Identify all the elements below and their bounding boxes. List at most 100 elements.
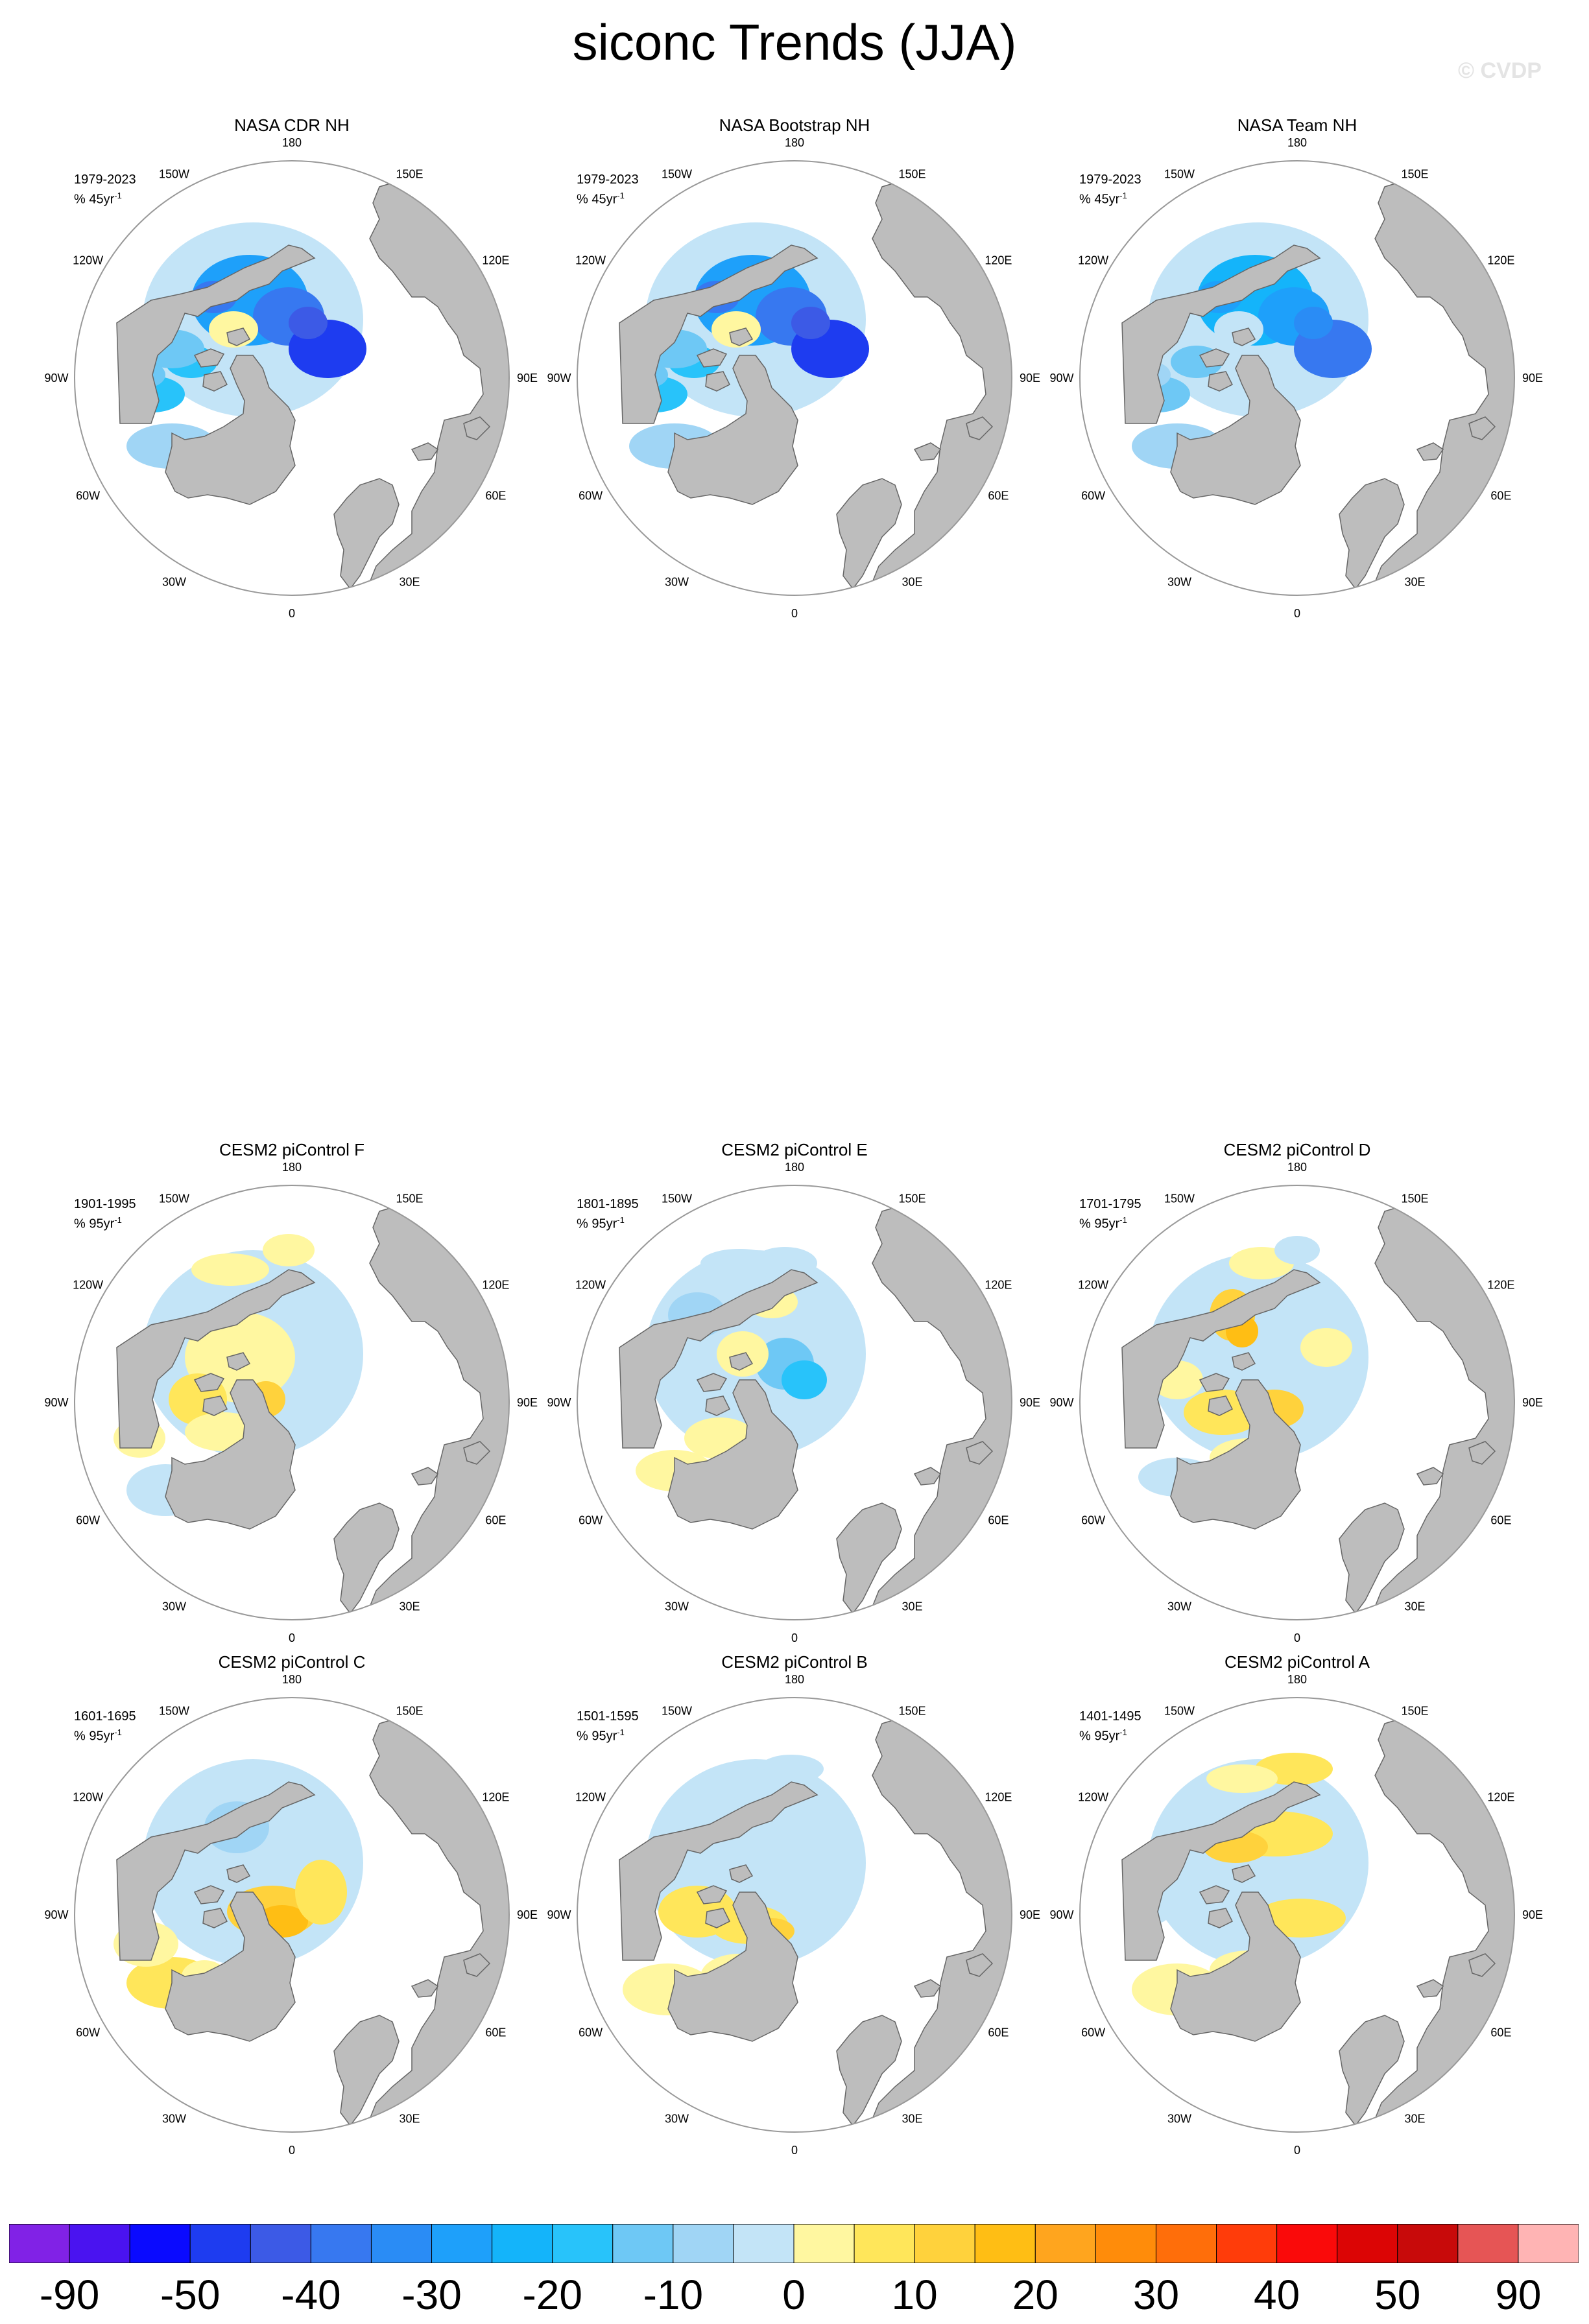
longitude-label: 90W <box>44 1908 68 1921</box>
longitude-label: 180 <box>785 1673 804 1686</box>
land-mass <box>463 1441 491 1465</box>
polar-map: 180 150E 120E 90E 60E 30E 0 30W 60W 90W 120W 150W <box>547 136 1040 620</box>
land-mass <box>1199 1373 1230 1392</box>
longitude-label: 30E <box>399 575 420 588</box>
land-mass <box>333 478 400 590</box>
longitude-label: 60W <box>579 490 603 503</box>
land-mass <box>226 1864 251 1883</box>
longitude-label: 180 <box>282 1161 302 1174</box>
land-mass <box>1208 371 1234 392</box>
longitude-label: 0 <box>1294 1631 1300 1644</box>
panel-period: 1701-1795 <box>1079 1197 1141 1211</box>
polar-map: 180 150E 120E 90E 60E 30E 0 30W 60W 90W 120W 150W <box>44 1673 538 2157</box>
land-mass <box>1416 1979 1444 1998</box>
land-mass <box>696 348 728 368</box>
longitude-label: 60W <box>579 2026 603 2039</box>
land-mass <box>463 1953 491 1977</box>
polar-map: 180 150E 120E 90E 60E 30E 0 30W 60W 90W 120W 150W <box>547 1673 1040 2157</box>
panel-unit: % 95yr-1 <box>74 1215 122 1231</box>
longitude-label: 60W <box>1081 1514 1105 1527</box>
longitude-label: 30W <box>665 575 689 588</box>
panel-title: CESM2 piControl D <box>1223 1140 1371 1159</box>
longitude-label: 180 <box>282 1673 302 1686</box>
longitude-label: 90E <box>1522 1908 1543 1921</box>
land-mass <box>1232 327 1256 346</box>
land-mass <box>729 1864 754 1883</box>
panel-unit: % 45yr-1 <box>1079 191 1127 207</box>
map-border <box>1079 1185 1515 1620</box>
land-mass <box>226 327 251 346</box>
panel-period: 1401-1495 <box>1079 1709 1141 1724</box>
longitude-label: 60W <box>1081 490 1105 503</box>
map-panel: CESM2 piControl A 180 150E 120E 90E 60E 30E 0 30… <box>1038 1652 1557 2158</box>
panel-unit: % 95yr-1 <box>74 1727 122 1744</box>
land-mass <box>333 2015 400 2127</box>
polar-map: 180 150E 120E 90E 60E 30E 0 30W 60W 90W 120W 150W <box>44 136 538 620</box>
longitude-label: 90E <box>1522 1396 1543 1409</box>
map-border <box>74 1697 510 2133</box>
map-panel: CESM2 piControl E 180 150E 120E 90E 60E 30E 0 30… <box>535 1140 1054 1646</box>
land-mass <box>966 1953 994 1977</box>
longitude-label: 120E <box>985 254 1012 267</box>
colorbar-swatch <box>310 2224 372 2263</box>
longitude-label: 0 <box>791 2144 798 2157</box>
land-mass <box>165 1891 296 2042</box>
longitude-label: 60W <box>1081 2026 1105 2039</box>
panel-title: NASA Bootstrap NH <box>719 115 870 135</box>
panel-unit: % 95yr-1 <box>1079 1727 1127 1744</box>
map-panel: CESM2 piControl C 180 150E 120E 90E 60E 30E 0 30… <box>32 1652 551 2158</box>
land-mass <box>116 1781 316 1961</box>
longitude-label: 60W <box>76 1514 100 1527</box>
polar-map: 180 150E 120E 90E 60E 30E 0 30W 60W 90W 120W 150W <box>1049 136 1543 620</box>
longitude-label: 90E <box>1522 372 1543 385</box>
colorbar-swatch <box>673 2224 734 2263</box>
longitude-label: 120W <box>575 1791 606 1804</box>
colorbar-swatch <box>793 2224 855 2263</box>
land-mass <box>913 1467 942 1486</box>
longitude-label: 150E <box>898 1192 926 1205</box>
land-mass <box>202 1908 228 1928</box>
longitude-label: 0 <box>289 2144 295 2157</box>
colorbar-label: -10 <box>643 2271 704 2318</box>
longitude-label: 120W <box>1078 1279 1108 1292</box>
ice-trend-patch <box>782 1360 827 1399</box>
land-mass <box>1121 1269 1321 1449</box>
land-mass <box>619 244 818 424</box>
longitude-label: 120E <box>1487 1279 1514 1292</box>
land-mass <box>705 1395 731 1416</box>
land-mass <box>1339 2015 1405 2127</box>
land-mass <box>116 1269 316 1449</box>
longitude-label: 150E <box>898 168 926 181</box>
longitude-label: 120E <box>1487 1791 1514 1804</box>
colorbar-swatch <box>914 2224 975 2263</box>
longitude-label: 120E <box>482 1791 509 1804</box>
longitude-label: 30E <box>902 1600 922 1613</box>
longitude-label: 60E <box>485 490 506 503</box>
longitude-label: 120E <box>985 1279 1012 1292</box>
land-mass <box>836 478 902 590</box>
colorbar-label: -40 <box>281 2271 341 2318</box>
land-mass <box>729 327 754 346</box>
land-mass <box>966 416 994 440</box>
colorbar-label: 10 <box>891 2271 938 2318</box>
longitude-label: 150E <box>1401 1705 1428 1718</box>
panel-period: 1801-1895 <box>577 1197 639 1211</box>
panel-period: 1501-1595 <box>577 1709 639 1724</box>
panel-title: CESM2 piControl C <box>218 1652 366 1672</box>
longitude-label: 120W <box>1078 254 1108 267</box>
land-mass <box>1208 1908 1234 1928</box>
land-mass <box>836 2015 902 2127</box>
colorbar-swatch <box>189 2224 251 2263</box>
longitude-label: 0 <box>791 607 798 620</box>
land-mass <box>966 1441 994 1465</box>
panel-unit: % 95yr-1 <box>577 1727 625 1744</box>
longitude-label: 90W <box>1049 372 1073 385</box>
longitude-label: 90W <box>547 372 571 385</box>
colorbar-swatch <box>1276 2224 1338 2263</box>
map-border <box>577 1697 1012 2133</box>
land-mass <box>729 1352 754 1371</box>
land-mass <box>411 442 439 461</box>
land-mass <box>1121 244 1321 424</box>
polar-map: 180 150E 120E 90E 60E 30E 0 30W 60W 90W 120W 150W <box>1049 1673 1543 2157</box>
colorbar-swatch <box>1155 2224 1217 2263</box>
